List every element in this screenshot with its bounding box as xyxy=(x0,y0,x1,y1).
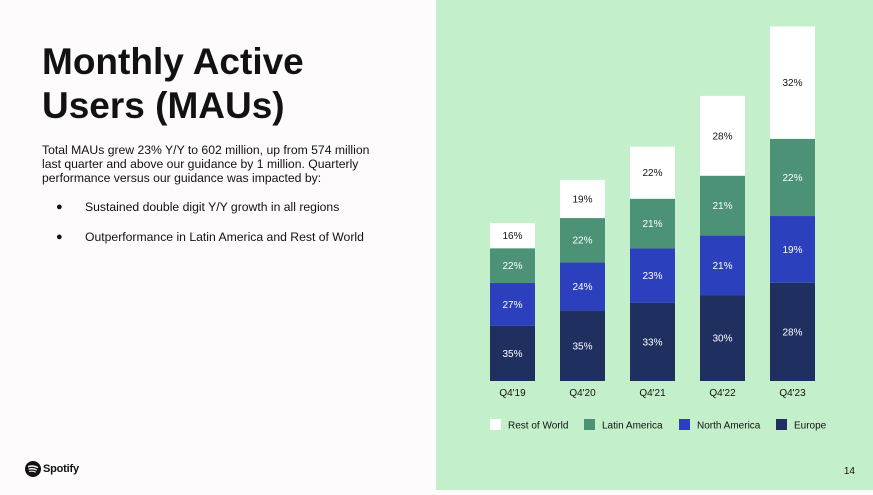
x-tick-label: Q4'22 xyxy=(709,388,736,399)
bar-segment-europe xyxy=(700,295,745,381)
bar-label-latin-america: 21% xyxy=(712,201,732,212)
x-tick-label: Q4'23 xyxy=(779,388,806,399)
bullet-text: Outperformance in Latin America and Rest… xyxy=(85,230,364,244)
bar-label-rest-of-world: 28% xyxy=(712,131,732,142)
bar-segment-north-america xyxy=(630,248,675,303)
bar-segment-europe xyxy=(770,282,815,381)
slide-body-text: Total MAUs grew 23% Y/Y to 602 million, … xyxy=(42,143,370,185)
bar-label-rest-of-world: 22% xyxy=(642,168,662,179)
legend-swatch-north-america xyxy=(679,419,690,430)
spotify-wordmark: Spotify xyxy=(43,463,79,475)
legend-label-rest-of-world: Rest of World xyxy=(508,421,568,432)
bar-segment-latin-america xyxy=(490,248,535,284)
bar-segment-latin-america xyxy=(770,138,815,217)
bar-label-rest-of-world: 16% xyxy=(502,231,522,242)
chart-legend: Rest of World Latin America North America E… xyxy=(490,419,827,432)
bar-segment-rest-of-world xyxy=(490,222,535,249)
slide-title: Monthly Active Users (MAUs) xyxy=(42,40,422,128)
bullet-item: ● Sustained double digit Y/Y growth in a… xyxy=(42,199,422,215)
mau-stacked-bar-chart: 35% 27% 22% 16% 35% 24% 22% 19% 33% 23% 21% 22% 30% 2… xyxy=(436,0,873,490)
bar-label-latin-america: 22% xyxy=(572,236,592,247)
bar-label-europe: 28% xyxy=(782,327,802,338)
bar-segment-rest-of-world xyxy=(560,179,605,219)
bar-segment-rest-of-world xyxy=(700,95,745,176)
bar-label-rest-of-world: 19% xyxy=(572,194,592,205)
bar-label-rest-of-world: 32% xyxy=(782,78,802,89)
bar-label-north-america: 27% xyxy=(502,300,522,311)
bar-label-north-america: 23% xyxy=(642,271,662,282)
chart-panel: 35% 27% 22% 16% 35% 24% 22% 19% 33% 23% 21% 22% 30% 2… xyxy=(436,0,873,490)
bar-segment-latin-america xyxy=(700,175,745,236)
slide-title-line-2: Users (MAUs) xyxy=(42,85,285,126)
legend-label-north-america: North America xyxy=(697,421,761,432)
bar-label-latin-america: 22% xyxy=(782,173,802,184)
bar-label-europe: 35% xyxy=(572,341,592,352)
bar-segment-europe xyxy=(630,302,675,381)
bar-label-europe: 30% xyxy=(712,334,732,345)
bar-segment-north-america xyxy=(560,262,605,311)
slide-title-line-1: Monthly Active xyxy=(42,41,304,82)
spotify-icon xyxy=(25,461,41,477)
x-tick-label: Q4'21 xyxy=(639,388,666,399)
bar-segment-latin-america xyxy=(560,218,605,263)
bar-segment-rest-of-world xyxy=(630,146,675,199)
bar-segment-europe xyxy=(490,325,535,381)
bar-segment-rest-of-world xyxy=(770,26,815,139)
legend-swatch-rest-of-world xyxy=(490,419,501,430)
spotify-logo: Spotify xyxy=(25,460,79,478)
bar-segment-north-america xyxy=(700,235,745,296)
text-panel: Monthly Active Users (MAUs) Total MAUs g… xyxy=(0,0,436,490)
bar-label-north-america: 24% xyxy=(572,282,592,293)
bullet-list: ● Sustained double digit Y/Y growth in a… xyxy=(42,199,422,259)
x-tick-label: Q4'20 xyxy=(569,388,596,399)
bar-segment-europe xyxy=(560,310,605,381)
bar-label-europe: 35% xyxy=(502,349,522,360)
bar-segment-north-america xyxy=(770,216,815,283)
bar-label-north-america: 21% xyxy=(712,261,732,272)
bars-group: 35% 27% 22% 16% 35% 24% 22% 19% 33% 23% 21% 22% 30% 2… xyxy=(490,26,815,381)
bar-label-latin-america: 22% xyxy=(502,261,522,272)
bullet-dot: ● xyxy=(56,201,63,213)
page-number: 14 xyxy=(843,466,855,477)
bar-label-europe: 33% xyxy=(642,337,662,348)
legend-label-latin-america: Latin America xyxy=(602,421,663,432)
legend-label-europe: Europe xyxy=(794,421,827,432)
bullet-text: Sustained double digit Y/Y growth in all… xyxy=(85,200,340,214)
legend-swatch-europe xyxy=(776,419,787,430)
bullet-dot: ● xyxy=(56,231,63,243)
legend-swatch-latin-america xyxy=(584,419,595,430)
bar-segment-north-america xyxy=(490,283,535,326)
x-axis-labels: Q4'19 Q4'20 Q4'21 Q4'22 Q4'23 xyxy=(499,388,806,399)
bullet-item: ● Outperformance in Latin America and Re… xyxy=(42,229,422,245)
bar-label-latin-america: 21% xyxy=(642,219,662,230)
x-tick-label: Q4'19 xyxy=(499,388,526,399)
bar-segment-latin-america xyxy=(630,198,675,249)
bar-label-north-america: 19% xyxy=(782,245,802,256)
